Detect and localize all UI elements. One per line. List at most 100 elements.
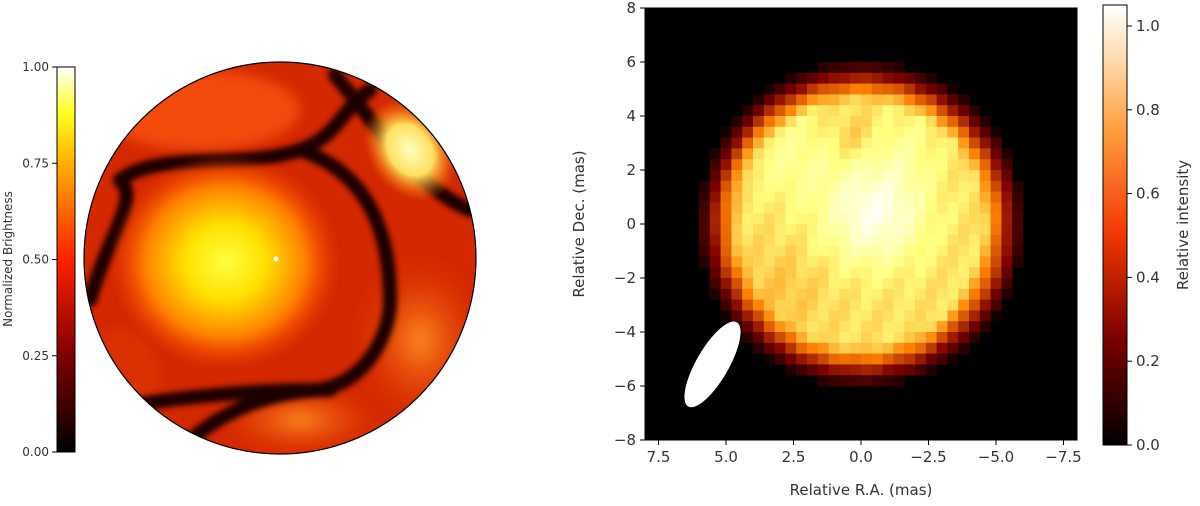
- intensity-pixel: [753, 105, 765, 117]
- intensity-pixel: [763, 116, 775, 128]
- intensity-pixel: [947, 83, 959, 95]
- intensity-pixel: [990, 299, 1002, 311]
- intensity-pixel: [871, 288, 883, 300]
- right-intensity-chart: 7.5 5.0 2.5 0.0 −2.5 −5.0 −7.5 −8 −6 −4 −2 0 2 4 6 8 R…: [570, 0, 1192, 499]
- intensity-pixel: [861, 126, 873, 138]
- intensity-pixel: [796, 126, 808, 138]
- intensity-pixel: [753, 116, 765, 128]
- intensity-pixel: [839, 310, 851, 322]
- intensity-pixel: [979, 224, 991, 236]
- intensity-pixel: [861, 234, 873, 246]
- intensity-pixel: [969, 137, 981, 149]
- intensity-pixel: [861, 72, 873, 84]
- intensity-pixel: [850, 288, 862, 300]
- intensity-pixel: [915, 202, 927, 214]
- intensity-pixel: [742, 256, 754, 268]
- intensity-pixel: [915, 170, 927, 182]
- intensity-pixel: [958, 213, 970, 225]
- intensity-pixel: [817, 137, 829, 149]
- intensity-pixel: [731, 170, 743, 182]
- intensity-pixel: [807, 72, 819, 84]
- right-cbar-tick-label: 0.6: [1136, 185, 1160, 203]
- intensity-pixel: [904, 342, 916, 354]
- intensity-pixel: [958, 180, 970, 192]
- intensity-pixel: [785, 364, 797, 376]
- intensity-pixel: [742, 321, 754, 333]
- intensity-pixel: [871, 137, 883, 149]
- intensity-pixel: [828, 105, 840, 117]
- intensity-pixel: [828, 321, 840, 333]
- intensity-pixel: [1012, 224, 1024, 236]
- intensity-pixel: [785, 116, 797, 128]
- intensity-pixel: [785, 332, 797, 344]
- intensity-pixel: [936, 94, 948, 106]
- intensity-pixel: [807, 137, 819, 149]
- intensity-pixel: [709, 213, 721, 225]
- intensity-pixel: [915, 234, 927, 246]
- intensity-pixel: [893, 310, 905, 322]
- intensity-pixel: [936, 310, 948, 322]
- intensity-pixel: [807, 234, 819, 246]
- intensity-pixel: [861, 332, 873, 344]
- intensity-pixel: [774, 342, 786, 354]
- intensity-pixel: [969, 278, 981, 290]
- intensity-pixel: [774, 213, 786, 225]
- intensity-pixel: [893, 137, 905, 149]
- x-tick-label: −7.5: [1045, 448, 1081, 466]
- intensity-pixel: [753, 191, 765, 203]
- intensity-pixel: [839, 375, 851, 387]
- left-cbar-tick-label: 0.25: [22, 349, 49, 363]
- intensity-pixel: [839, 321, 851, 333]
- intensity-pixel: [839, 94, 851, 106]
- intensity-pixel: [709, 288, 721, 300]
- intensity-pixel: [861, 170, 873, 182]
- intensity-pixel: [936, 202, 948, 214]
- intensity-pixel: [969, 256, 981, 268]
- intensity-pixel: [807, 245, 819, 257]
- intensity-pixel: [709, 159, 721, 171]
- intensity-pixel: [850, 256, 862, 268]
- intensity-pixel: [807, 256, 819, 268]
- intensity-pixel: [915, 72, 927, 84]
- intensity-pixel: [763, 321, 775, 333]
- intensity-pixel: [763, 278, 775, 290]
- intensity-pixel: [882, 267, 894, 279]
- intensity-pixel: [753, 148, 765, 160]
- intensity-pixel: [763, 342, 775, 354]
- intensity-pixel: [731, 267, 743, 279]
- intensity-pixel: [861, 364, 873, 376]
- intensity-pixel: [828, 278, 840, 290]
- intensity-pixel: [763, 234, 775, 246]
- intensity-pixel: [915, 256, 927, 268]
- intensity-pixel: [796, 202, 808, 214]
- intensity-pixel: [969, 267, 981, 279]
- intensity-pixel: [720, 224, 732, 236]
- y-axis-label: Relative Dec. (mas): [570, 150, 588, 297]
- intensity-pixel: [839, 62, 851, 74]
- intensity-pixel: [882, 353, 894, 365]
- intensity-pixel: [947, 180, 959, 192]
- intensity-pixel: [947, 278, 959, 290]
- intensity-pixel: [915, 180, 927, 192]
- intensity-pixel: [925, 278, 937, 290]
- intensity-pixel: [861, 256, 873, 268]
- intensity-pixel: [742, 288, 754, 300]
- intensity-pixel: [904, 245, 916, 257]
- intensity-pixel: [817, 288, 829, 300]
- intensity-pixel: [871, 299, 883, 311]
- intensity-pixel: [785, 245, 797, 257]
- intensity-pixel: [753, 310, 765, 322]
- intensity-pixel: [774, 288, 786, 300]
- intensity-pixel: [839, 202, 851, 214]
- intensity-pixel: [969, 126, 981, 138]
- intensity-pixel: [882, 245, 894, 257]
- intensity-pixel: [958, 126, 970, 138]
- intensity-pixel: [699, 224, 711, 236]
- intensity-pixel: [774, 94, 786, 106]
- intensity-pixel: [796, 299, 808, 311]
- intensity-pixel: [796, 170, 808, 182]
- intensity-pixel: [882, 137, 894, 149]
- intensity-pixel: [936, 191, 948, 203]
- intensity-pixel: [850, 72, 862, 84]
- intensity-pixel: [742, 180, 754, 192]
